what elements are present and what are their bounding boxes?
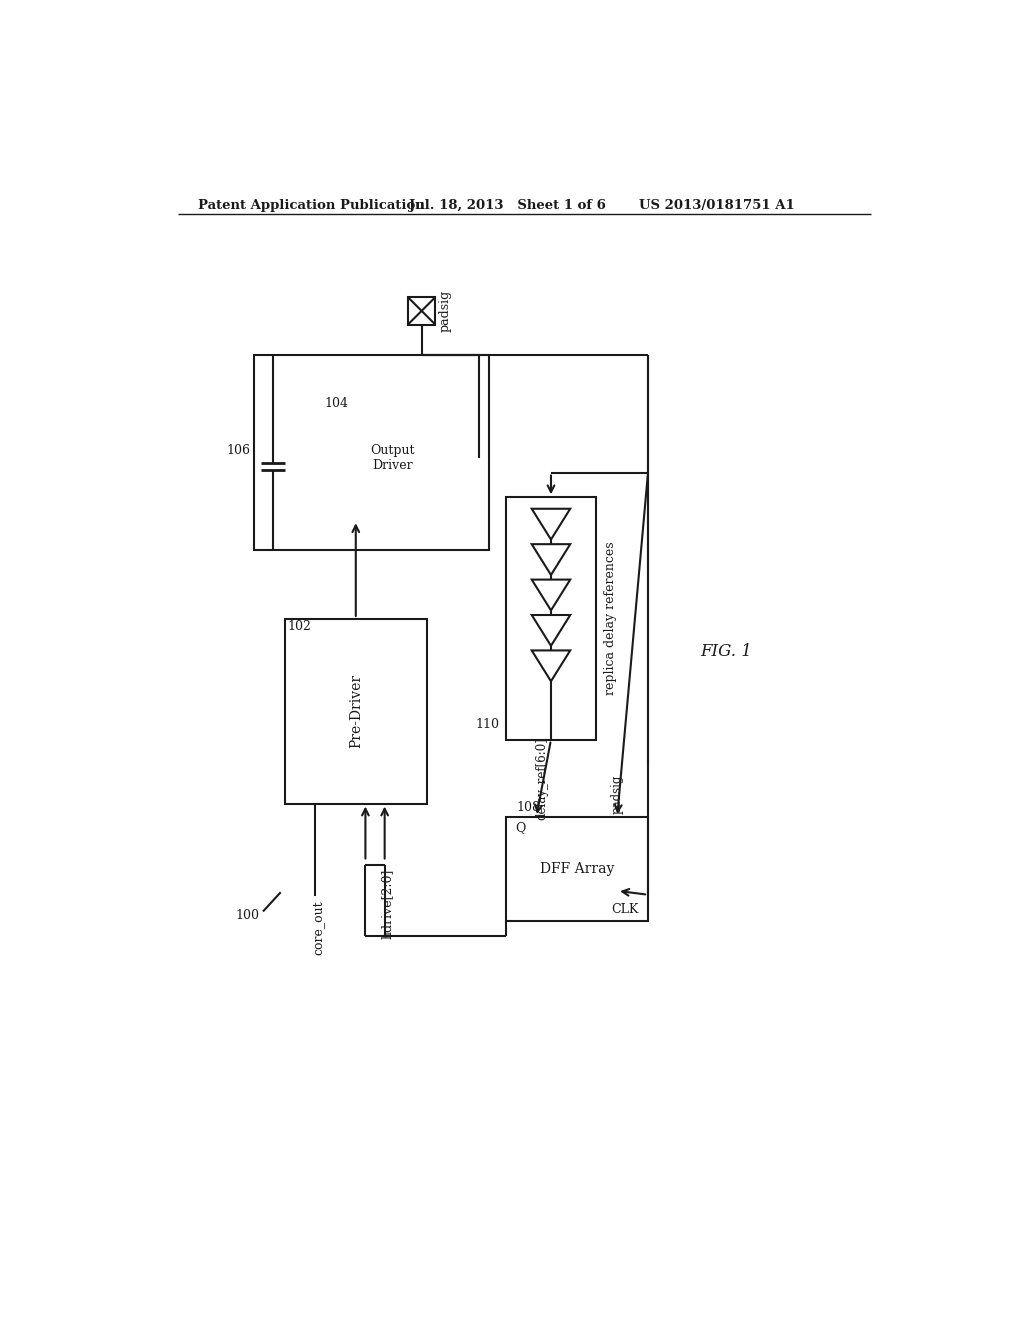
Polygon shape: [531, 651, 570, 681]
Polygon shape: [322, 396, 478, 520]
Text: CLK: CLK: [611, 903, 639, 916]
Text: core_out: core_out: [311, 900, 325, 954]
Text: 100: 100: [236, 908, 260, 921]
Polygon shape: [531, 508, 570, 540]
Polygon shape: [531, 544, 570, 576]
Text: FIG. 1: FIG. 1: [700, 643, 753, 660]
Text: hdrive[2:0]: hdrive[2:0]: [381, 869, 393, 940]
Text: 108: 108: [516, 801, 541, 813]
Text: padsig: padsig: [610, 775, 624, 813]
Text: Patent Application Publication: Patent Application Publication: [199, 199, 425, 213]
Polygon shape: [531, 615, 570, 645]
Polygon shape: [531, 579, 570, 610]
Text: US 2013/0181751 A1: US 2013/0181751 A1: [639, 199, 795, 213]
Text: 110: 110: [475, 718, 500, 730]
Bar: [408, 297, 435, 325]
Bar: [506, 498, 596, 739]
Text: Jul. 18, 2013   Sheet 1 of 6: Jul. 18, 2013 Sheet 1 of 6: [410, 199, 606, 213]
Text: DFF Array: DFF Array: [540, 862, 614, 875]
Text: Q: Q: [515, 821, 525, 834]
Text: delay_ref[6:0]: delay_ref[6:0]: [535, 737, 548, 820]
Bar: [254, 355, 488, 549]
Text: Output
Driver: Output Driver: [370, 444, 415, 473]
Text: 106: 106: [226, 445, 251, 458]
Bar: [285, 619, 427, 804]
Text: padsig: padsig: [438, 289, 452, 333]
Text: Pre-Driver: Pre-Driver: [349, 675, 362, 748]
Text: replica delay references: replica delay references: [604, 541, 617, 696]
Text: 102: 102: [288, 620, 311, 634]
Bar: [506, 817, 648, 921]
Text: 104: 104: [325, 397, 348, 411]
